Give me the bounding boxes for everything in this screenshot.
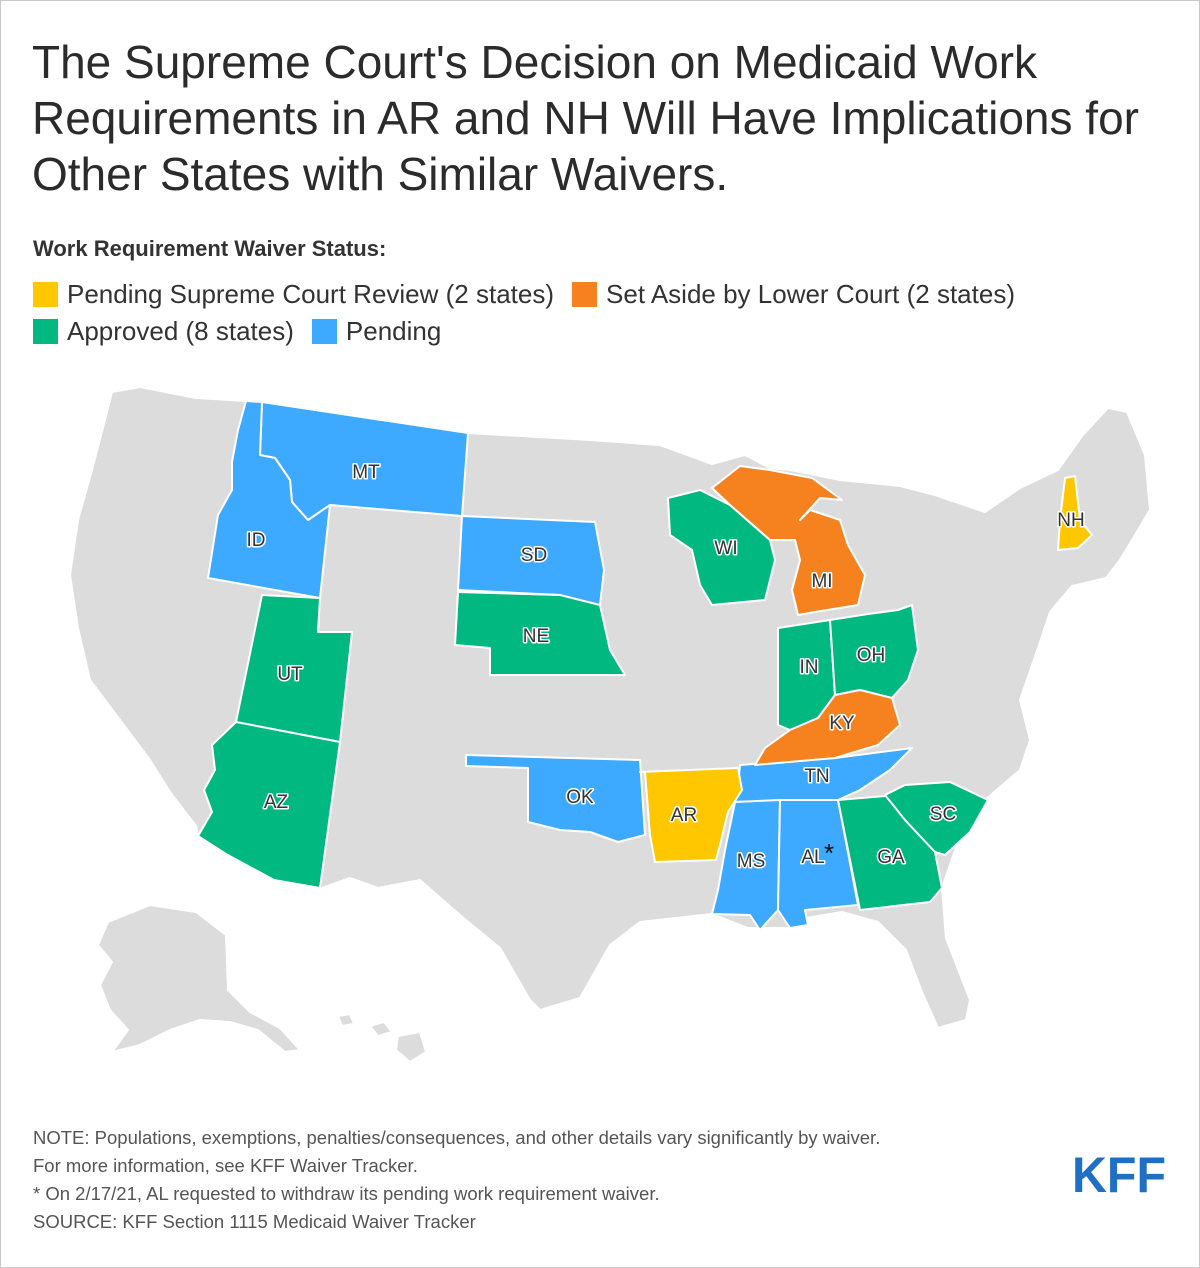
state-label-oh: OH [857, 645, 886, 666]
state-label-ar: AR [671, 805, 697, 826]
note-line: NOTE: Populations, exemptions, penalties… [33, 1127, 881, 1148]
footnotes: NOTE: Populations, exemptions, penalties… [33, 1124, 880, 1236]
state-ak [97, 904, 301, 1053]
legend-label: Pending Supreme Court Review (2 states) [67, 279, 555, 309]
legend-item-approved: Approved (8 states) [33, 316, 294, 347]
state-label-ms: MS [737, 851, 766, 872]
legend-label: Pending [345, 316, 442, 346]
legend-swatch [311, 319, 337, 344]
state-wi [667, 489, 776, 606]
state-label-ok: OK [566, 787, 594, 808]
state-label-sd: SD [521, 545, 547, 566]
state-label-ut: UT [277, 664, 303, 685]
legend-row: Pending Supreme Court Review (2 states) … [33, 279, 1033, 310]
state-ky [754, 689, 901, 766]
state-label-al: AL [801, 847, 824, 868]
state-label-ga: GA [877, 847, 905, 868]
state-label-tn: TN [804, 766, 829, 787]
state-label-id: ID [247, 530, 266, 551]
note-line: For more information, see KFF Waiver Tra… [33, 1155, 418, 1176]
state-az [197, 721, 341, 889]
legend-row: Approved (8 states) Pending [33, 316, 459, 347]
legend-item-pending-scotus: Pending Supreme Court Review (2 states) [33, 279, 554, 310]
legend-label: Set Aside by Lower Court (2 states) [606, 279, 1015, 309]
legend-swatch [33, 282, 58, 307]
state-label-mt: MT [352, 462, 380, 483]
legend-item-pending: Pending [311, 316, 442, 347]
state-label-in: IN [800, 657, 819, 678]
state-nh [1057, 475, 1093, 551]
note-line: * On 2/17/21, AL requested to withdraw i… [33, 1183, 660, 1204]
state-label-wi: WI [714, 538, 737, 559]
state-label-mi: MI [811, 571, 832, 592]
legend-swatch [572, 282, 598, 307]
state-ok [465, 754, 646, 843]
legend-item-set-aside: Set Aside by Lower Court (2 states) [572, 279, 1015, 310]
state-label-az: AZ [264, 792, 289, 813]
source-line: SOURCE: KFF Section 1115 Medicaid Waiver… [33, 1211, 476, 1232]
kff-logo: KFF [1072, 1154, 1166, 1194]
legend-heading: Work Requirement Waiver Status: [33, 236, 387, 261]
kff-logo-text: KFF [1072, 1154, 1166, 1194]
legend-swatch [33, 319, 58, 344]
legend-label: Approved (8 states) [67, 316, 294, 346]
state-sc [884, 781, 989, 856]
state-ne [454, 591, 626, 676]
state-hi [337, 1013, 427, 1063]
al-asterisk: * [824, 838, 834, 868]
state-label-sc: SC [930, 804, 956, 825]
state-ar [639, 767, 743, 863]
state-label-nh: NH [1057, 510, 1084, 531]
chart-title: The Supreme Court's Decision on Medicaid… [32, 36, 1139, 200]
state-label-ne: NE [523, 626, 549, 647]
state-label-ky: KY [829, 713, 855, 734]
state-mi [711, 465, 866, 616]
state-id [207, 400, 331, 599]
